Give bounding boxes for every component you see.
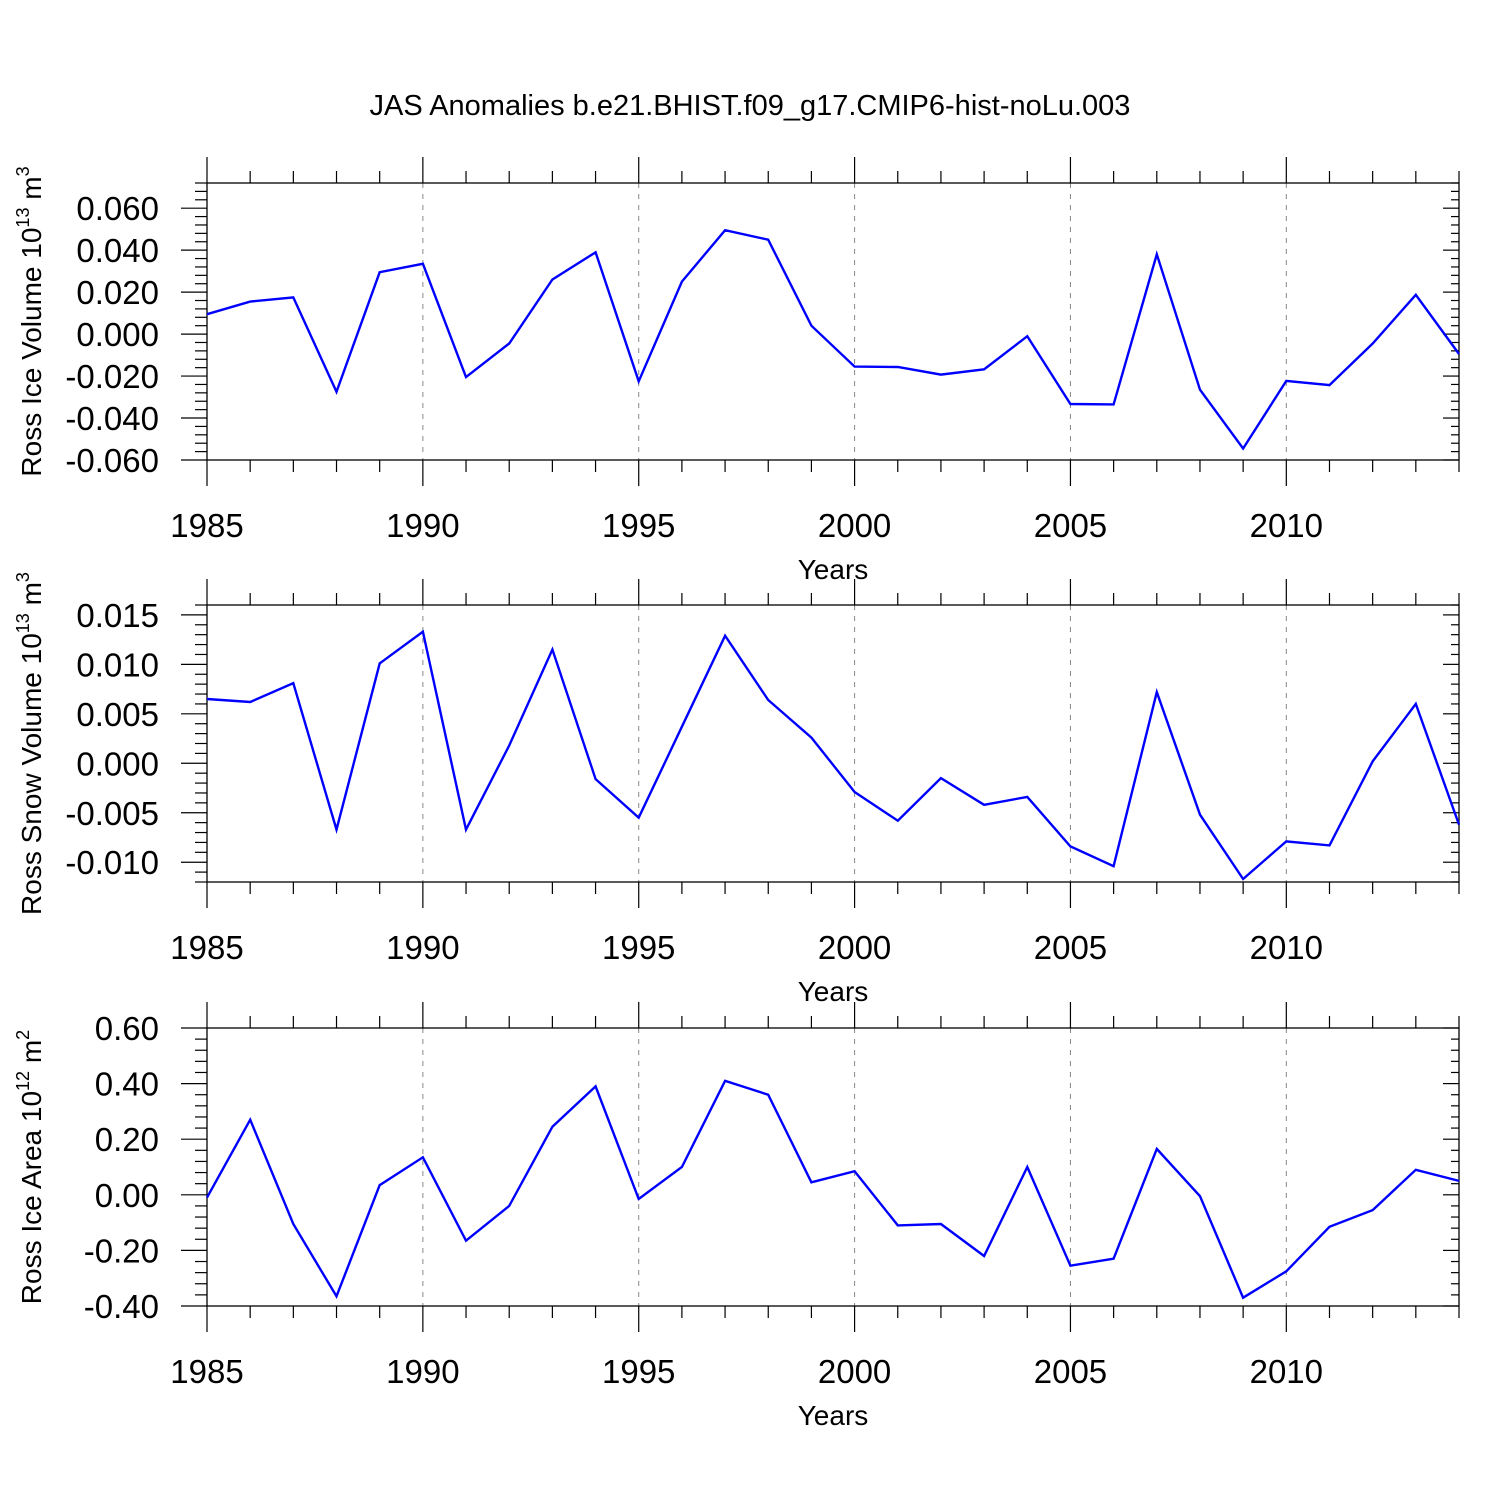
x-tick-label: 2000: [818, 1353, 891, 1390]
x-tick-label: 1990: [386, 507, 459, 544]
y-tick-label: 0.20: [95, 1121, 159, 1158]
x-axis-title: Years: [798, 554, 869, 585]
y-axis-title: Ross Snow Volume 1013 m3: [13, 572, 47, 915]
y-tick-label: 0.060: [76, 190, 159, 227]
chart-panel-1: -0.060 -0.040 -0.020 0.000 0.020 0.040 0.060 19…: [13, 157, 1460, 585]
x-tick-label: 2010: [1250, 1353, 1323, 1390]
y-tick-label: 0.010: [76, 646, 159, 683]
x-tick-label: 1995: [602, 507, 675, 544]
y-tick-label: -0.010: [65, 844, 159, 881]
y-tick-label: -0.005: [65, 795, 159, 832]
y-tick-label: 0.005: [76, 696, 159, 733]
y-tick-label: -0.060: [65, 442, 159, 479]
x-tick-label: 1990: [386, 1353, 459, 1390]
x-tick-label: 2010: [1250, 507, 1323, 544]
series-line: [206, 228, 1460, 451]
x-tick-label: 2000: [818, 929, 891, 966]
y-tick-label: 0.000: [76, 316, 159, 353]
y-tick-label: -0.20: [84, 1232, 159, 1269]
chart-panel-2: -0.010 -0.005 0.000 0.005 0.010 0.015 1985 1990…: [13, 572, 1461, 1007]
y-axis-title: Ross Ice Volume 1013 m3: [13, 166, 47, 476]
y-tick-label: -0.40: [84, 1288, 159, 1325]
x-tick-label: 1985: [170, 507, 243, 544]
figure-title: JAS Anomalies b.e21.BHIST.f09_g17.CMIP6-…: [369, 90, 1131, 122]
x-tick-label: 1995: [602, 929, 675, 966]
x-tick-label: 1995: [602, 1353, 675, 1390]
x-tick-label: 2005: [1034, 929, 1107, 966]
x-tick-label: 1990: [386, 929, 459, 966]
y-tick-label: -0.020: [65, 358, 159, 395]
y-tick-label: 0.040: [76, 232, 159, 269]
y-tick-label: 0.020: [76, 274, 159, 311]
x-axis-title: Years: [798, 1400, 869, 1431]
x-tick-label: 1985: [170, 1353, 243, 1390]
y-tick-label: 0.60: [95, 1010, 159, 1047]
x-axis-title: Years: [798, 976, 869, 1007]
y-tick-label: 0.015: [76, 597, 159, 634]
y-tick-label: 0.40: [95, 1066, 159, 1103]
x-tick-label: 2000: [818, 507, 891, 544]
y-axis-title: Ross Ice Area 1012 m2: [13, 1030, 47, 1304]
plot-frame: [206, 182, 1460, 461]
chart-panel-3: -0.40 -0.20 0.00 0.20 0.40 0.60 1985 1990 1995 20…: [13, 1002, 1460, 1431]
y-tick-label: 0.000: [76, 745, 159, 782]
x-tick-label: 2010: [1250, 929, 1323, 966]
series-line: [206, 629, 1461, 881]
y-tick-label: -0.040: [65, 400, 159, 437]
plot-frame: [206, 1027, 1460, 1307]
x-tick-label: 2005: [1034, 1353, 1107, 1390]
x-tick-label: 2005: [1034, 507, 1107, 544]
series-line: [205, 1079, 1460, 1300]
y-tick-label: 0.00: [95, 1177, 159, 1214]
x-tick-label: 1985: [170, 929, 243, 966]
plot-frame: [206, 604, 1460, 883]
